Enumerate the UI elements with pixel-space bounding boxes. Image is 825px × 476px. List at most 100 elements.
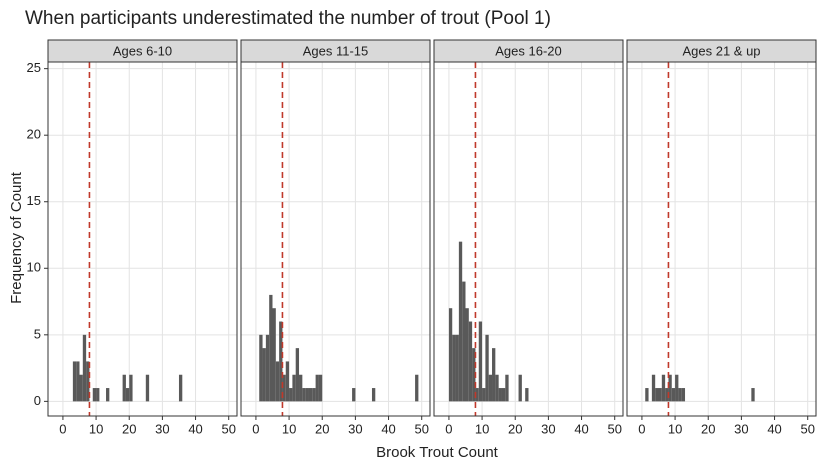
y-tick-label: 0 [34, 393, 41, 408]
x-tick-label: 20 [122, 421, 136, 436]
histogram-bar [292, 374, 296, 402]
x-tick-label: 20 [701, 421, 715, 436]
histogram-bar [315, 374, 319, 402]
histogram-bar [145, 374, 150, 402]
histogram-bar [259, 334, 263, 402]
x-tick-label: 0 [252, 421, 259, 436]
x-tick-label: 30 [155, 421, 169, 436]
y-tick-label: 10 [27, 260, 41, 275]
histogram-bar [415, 374, 419, 402]
histogram-bar [305, 388, 309, 402]
histogram-bar [525, 388, 529, 402]
histogram-bar [478, 321, 483, 402]
histogram-bar [495, 374, 499, 402]
histogram-bar [312, 388, 316, 402]
strip-label: Ages 6-10 [113, 43, 172, 58]
histogram-bar [665, 388, 669, 402]
histogram-bar [318, 374, 323, 402]
histogram-bar [96, 388, 100, 402]
histogram-bar [518, 374, 522, 402]
x-tick-label: 0 [638, 421, 645, 436]
histogram-bar [678, 388, 682, 402]
strip [47, 39, 238, 63]
x-tick-label: 50 [414, 421, 428, 436]
y-axis-label: Frequency of Count [8, 171, 25, 304]
histogram-bar [475, 388, 479, 402]
histogram-bar [308, 388, 313, 402]
strip-label: Ages 21 & up [682, 43, 760, 58]
histogram-bar [289, 388, 293, 402]
histogram-bar [76, 361, 80, 402]
x-tick-label: 20 [508, 421, 522, 436]
histogram-bar [468, 321, 473, 402]
x-tick-label: 0 [445, 421, 452, 436]
histogram-bar [671, 388, 676, 402]
histogram-bar [106, 388, 110, 402]
histogram-bar [92, 388, 97, 402]
x-tick-label: 40 [381, 421, 395, 436]
y-tick-label: 20 [27, 127, 41, 142]
histogram-bar [295, 348, 300, 402]
panel-background [627, 62, 816, 416]
histogram-bar [681, 388, 686, 402]
histogram-bar [482, 388, 486, 402]
histogram-bar [501, 388, 506, 402]
histogram-bar [178, 374, 183, 402]
x-tick-label: 50 [221, 421, 235, 436]
histogram-bar [668, 374, 672, 402]
histogram-bar [262, 348, 266, 402]
x-tick-label: 40 [574, 421, 588, 436]
histogram-bar [269, 294, 273, 402]
histogram-bar [661, 374, 666, 402]
strip [433, 39, 624, 63]
histogram-bar [465, 308, 469, 402]
x-tick-label: 40 [767, 421, 781, 436]
x-tick-label: 20 [315, 421, 329, 436]
x-tick-label: 30 [734, 421, 748, 436]
histogram-bar [282, 374, 286, 402]
histogram-bar [472, 348, 476, 402]
histogram-bar [498, 388, 502, 402]
histogram-bar [455, 334, 459, 402]
histogram-bar [125, 388, 130, 402]
x-tick-label: 0 [59, 421, 66, 436]
histogram-bar [129, 374, 133, 402]
histogram-bar [485, 334, 489, 402]
y-tick-label: 25 [27, 60, 41, 75]
x-tick-label: 50 [607, 421, 621, 436]
histogram-bar [285, 361, 290, 402]
histogram-bar [272, 308, 276, 402]
histogram-bar [505, 374, 509, 402]
histogram-bar [488, 374, 493, 402]
x-tick-label: 30 [541, 421, 555, 436]
y-tick-label: 5 [34, 326, 41, 341]
x-tick-label: 10 [668, 421, 682, 436]
strip [626, 39, 817, 63]
x-tick-label: 10 [282, 421, 296, 436]
x-tick-label: 10 [89, 421, 103, 436]
histogram-bar [302, 388, 306, 402]
histogram-bar [655, 388, 659, 402]
x-tick-label: 40 [188, 421, 202, 436]
histogram-bar [645, 388, 649, 402]
strip-label: Ages 16-20 [495, 43, 562, 58]
histogram-bar [265, 334, 270, 402]
x-axis-label: Brook Trout Count [376, 444, 499, 461]
x-tick-label: 50 [800, 421, 814, 436]
histogram-bar [82, 334, 87, 402]
y-tick-label: 15 [27, 193, 41, 208]
histogram-bar [299, 374, 303, 402]
histogram-bar [492, 348, 496, 402]
strip [240, 39, 431, 63]
histogram-bar [371, 388, 376, 402]
histogram-bar [751, 388, 755, 402]
histogram-bar [462, 281, 466, 402]
x-tick-label: 10 [475, 421, 489, 436]
histogram-bar [651, 374, 656, 402]
histogram-bar [275, 361, 280, 402]
histogram-bar [86, 361, 90, 402]
strip-label: Ages 11-15 [303, 43, 369, 58]
histogram-bar [675, 374, 679, 402]
histogram-bar [352, 388, 356, 402]
